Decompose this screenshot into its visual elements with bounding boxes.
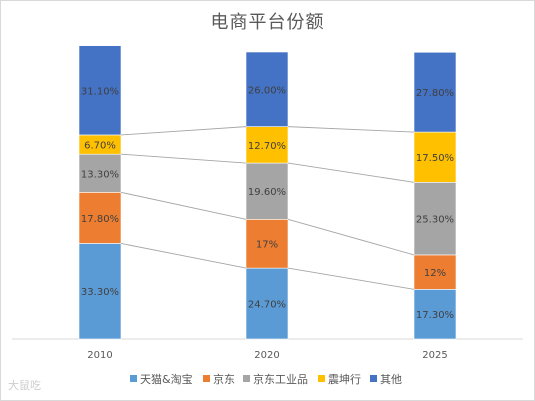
bar-segment [413, 254, 457, 290]
legend-label: 天猫&淘宝 [140, 372, 193, 386]
series-line [120, 242, 247, 269]
data-label: 33.30% [81, 287, 119, 298]
legend-swatch [203, 375, 210, 382]
legend-swatch [130, 375, 137, 382]
bar-segment [413, 51, 457, 133]
series-line [120, 191, 247, 220]
data-label: 31.10% [81, 86, 119, 97]
data-label: 13.30% [81, 169, 119, 180]
bar-segment [413, 131, 457, 183]
legend-label: 震坤行 [328, 372, 361, 386]
data-label: 24.70% [248, 300, 286, 311]
data-label: 17.30% [416, 310, 454, 321]
x-tick-label: 2010 [87, 350, 112, 361]
bar-segment [413, 181, 457, 256]
data-label: 27.80% [416, 88, 454, 99]
data-label: 17.50% [416, 153, 454, 164]
data-label: 26.00% [248, 85, 286, 96]
data-label: 17.80% [81, 214, 119, 225]
bar-segment [245, 51, 289, 127]
series-line [287, 162, 415, 183]
bar-segment [78, 243, 122, 340]
bar-segment [245, 126, 289, 164]
bar-segment [413, 289, 457, 340]
data-label: 25.30% [416, 215, 454, 226]
x-tick-label: 2020 [254, 350, 279, 361]
bar-segment [78, 153, 122, 193]
legend-label: 京东工业品 [253, 372, 308, 386]
data-label: 6.70% [84, 141, 116, 152]
bar-segment [245, 162, 289, 220]
legend-label: 京东 [213, 372, 235, 386]
data-label: 17% [256, 240, 278, 251]
legend-label: 其他 [380, 373, 402, 386]
watermark: 大鼠吃 [8, 379, 41, 392]
x-tick-label: 2025 [422, 350, 447, 361]
chart-title: 电商平台份额 [210, 12, 325, 33]
series-line [287, 218, 415, 256]
data-label: 12.70% [248, 141, 286, 152]
data-label: 19.60% [248, 187, 286, 198]
data-label: 12% [424, 268, 446, 279]
legend-swatch [318, 375, 325, 382]
bar-segment [78, 45, 122, 136]
bar-segment [245, 267, 289, 340]
legend-swatch [243, 375, 250, 382]
legend-swatch [370, 375, 377, 382]
series-line [120, 153, 247, 164]
bar-segment [78, 192, 122, 244]
series-line [287, 267, 415, 290]
bar-segment [245, 219, 289, 269]
series-line [120, 126, 247, 136]
series-line [287, 126, 415, 133]
